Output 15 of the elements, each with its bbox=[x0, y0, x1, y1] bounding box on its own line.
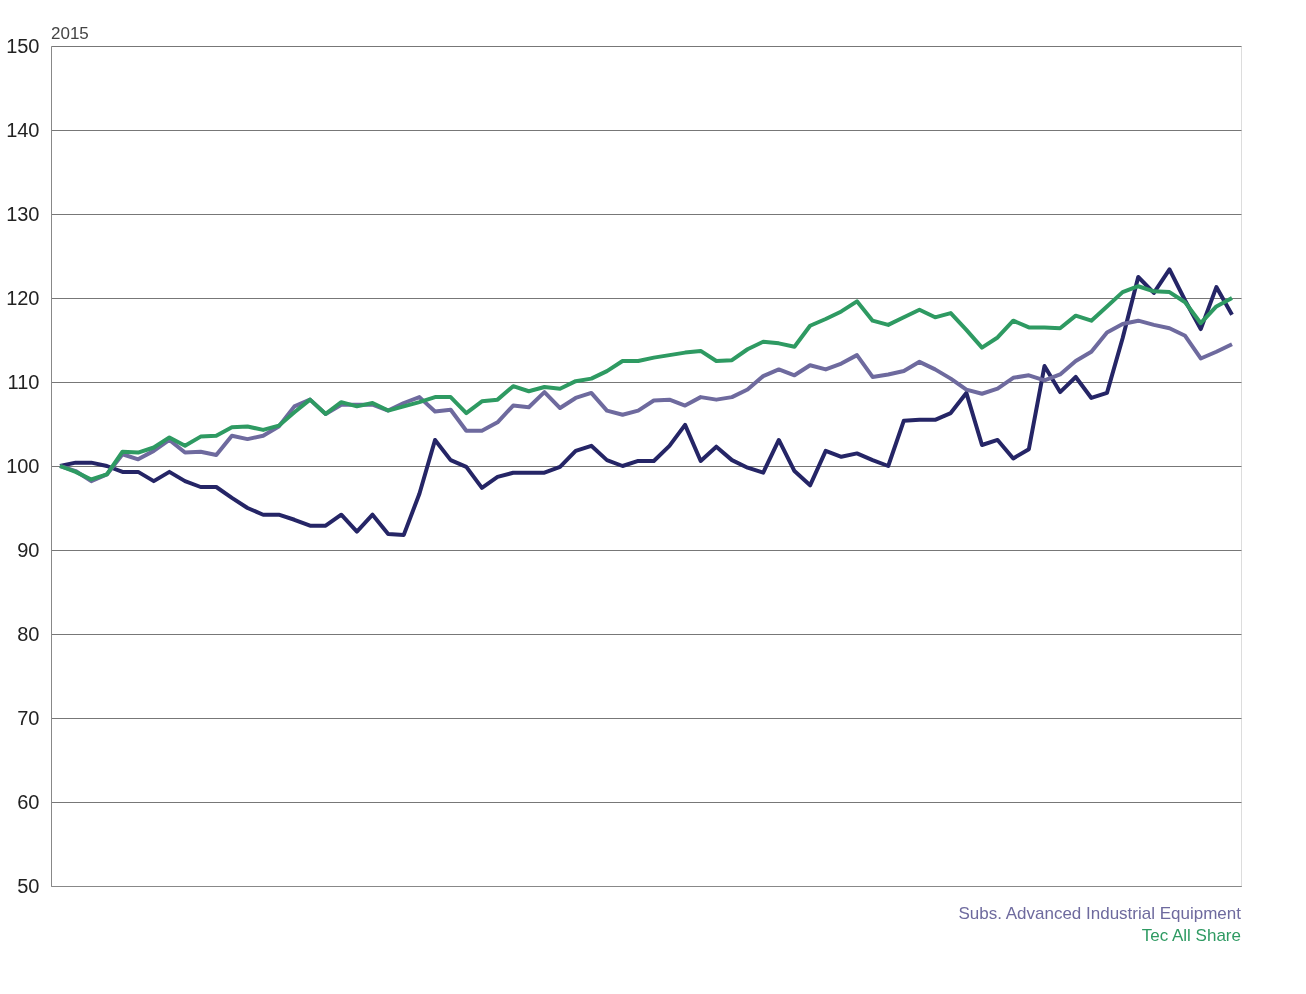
y-tick-label: 80 bbox=[17, 622, 40, 645]
y-tick-label: 110 bbox=[7, 370, 40, 393]
y-tick-label: 50 bbox=[17, 874, 40, 897]
text: Tec All Share bbox=[1141, 926, 1241, 945]
y-tick-label: 100 bbox=[6, 454, 40, 477]
y-tick-label: 70 bbox=[17, 706, 40, 729]
text: Subs. Advanced Industrial Equipment bbox=[958, 904, 1242, 923]
y-tick-label: 130 bbox=[6, 202, 40, 225]
text: 2015 bbox=[51, 24, 89, 43]
line-series bbox=[58, 284, 1234, 482]
y-tick-label: 140 bbox=[6, 118, 40, 141]
y-tick-label: 60 bbox=[17, 790, 40, 813]
y-tick-label: 150 bbox=[6, 34, 40, 57]
y-tick-label: 120 bbox=[6, 286, 40, 309]
y-tick-label: 90 bbox=[17, 538, 40, 561]
